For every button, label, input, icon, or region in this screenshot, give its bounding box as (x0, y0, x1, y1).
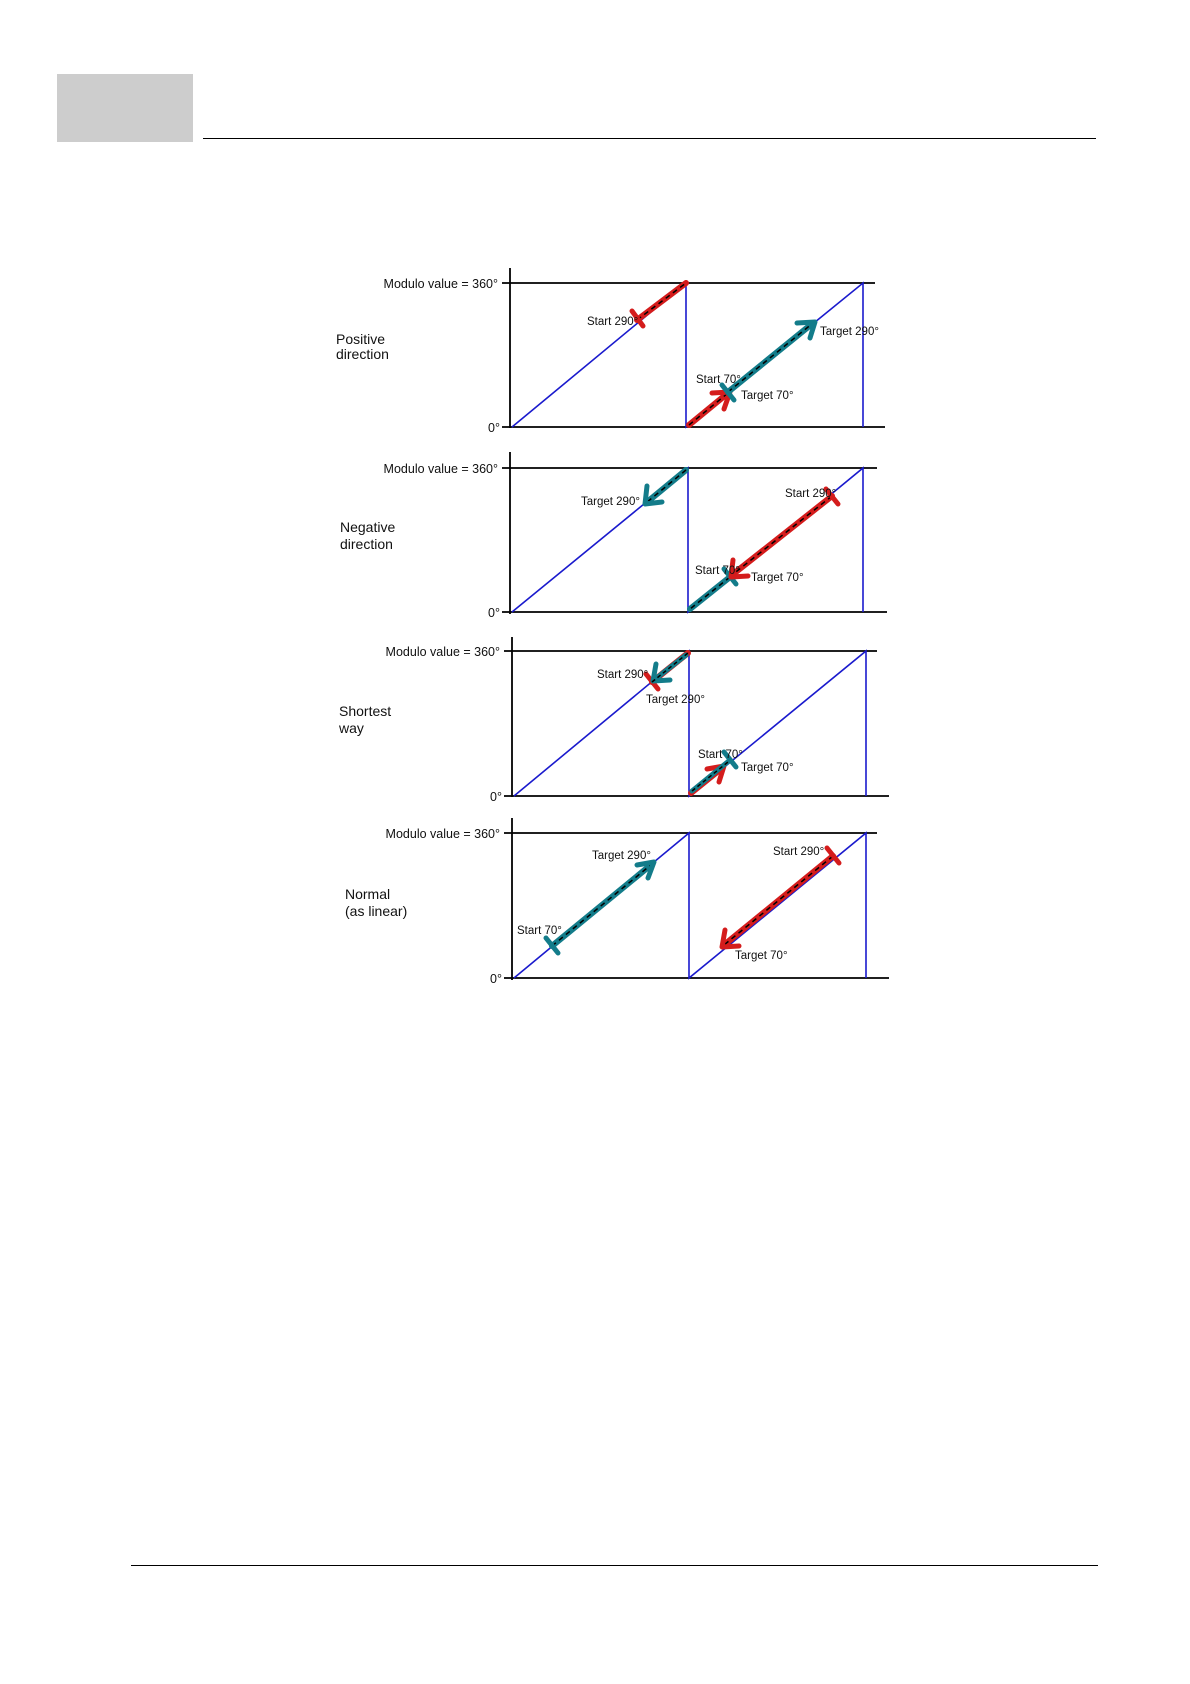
annotation-start-290: Start 290° (785, 488, 836, 500)
footer-rule (131, 1565, 1098, 1566)
annotation-target-290: Target 290° (581, 496, 640, 508)
annotation-start-70: Start 70° (695, 565, 740, 577)
section-label-line1: Normal (345, 886, 390, 902)
move-negative-red-start-tick (823, 486, 841, 507)
annotation-start-70: Start 70° (698, 749, 743, 761)
panel-normal: Modulo value = 360° 0° Normal (as linear… (345, 818, 889, 986)
annotation-target-70: Target 70° (741, 762, 794, 774)
modulo-value-label: Modulo value = 360° (386, 827, 500, 841)
annotation-target-70: Target 70° (741, 390, 794, 402)
section-label-line1: Shortest (339, 703, 391, 719)
move-normal-teal-core (551, 863, 653, 947)
annotation-start-70: Start 70° (517, 925, 562, 937)
move-negative-teal-segment-2 (643, 467, 689, 506)
section-label-line1: Negative (340, 519, 395, 535)
panel-negative: Modulo value = 360° 0° Negative directio… (340, 452, 887, 620)
move-normal-red-start-tick (824, 845, 842, 866)
zero-degree-label: 0° (490, 972, 502, 986)
section-label-line2: direction (340, 536, 393, 552)
modulo-value-label: Modulo value = 360° (384, 277, 498, 291)
modulo-value-label: Modulo value = 360° (384, 462, 498, 476)
move-negative-teal-segment-1 (687, 574, 733, 612)
sawtooth-profile (511, 466, 864, 614)
move-negative-teal-arrowhead (642, 483, 665, 507)
annotation-start-290: Start 290° (773, 846, 824, 858)
annotation-start-290: Start 290° (597, 669, 648, 681)
annotation-start-290: Start 290° (587, 316, 638, 328)
annotation-target-70: Target 70° (751, 572, 804, 584)
zero-degree-label: 0° (488, 421, 500, 435)
section-label-line2: direction (336, 346, 389, 362)
sawtooth-profile (513, 649, 867, 798)
move-negative-red-arrowhead (728, 557, 751, 580)
zero-degree-label: 0° (490, 790, 502, 804)
move-normal-red-core (723, 855, 834, 946)
move-positive-teal-start-tick (719, 382, 737, 403)
move-normal-teal-start-tick (543, 935, 561, 956)
move-shortest-core-lower (691, 761, 729, 792)
section-label-line2: way (338, 720, 364, 736)
move-positive-start-tick (629, 308, 646, 329)
move-negative-red-core (731, 495, 833, 576)
move-shortest-core-upper (651, 652, 689, 683)
panel-shortest: Modulo value = 360° 0° Shortest way Star… (338, 637, 889, 804)
zero-degree-label: 0° (488, 606, 500, 620)
panel-positive: Modulo value = 360° 0° Positive directio… (336, 268, 885, 435)
move-positive-teal-arrowhead (794, 319, 818, 341)
modulo-value-label: Modulo value = 360° (386, 645, 500, 659)
annotation-target-70: Target 70° (735, 950, 788, 962)
sawtooth-profile (511, 281, 864, 429)
section-label-line2: (as linear) (345, 903, 407, 919)
header-gray-box (57, 74, 193, 142)
annotation-target-290: Target 290° (820, 326, 879, 338)
move-positive-teal-core (727, 322, 814, 393)
annotation-target-290: Target 290° (592, 850, 651, 862)
move-positive-segment-2 (686, 390, 731, 428)
move-positive-segment-1-core (636, 282, 687, 321)
annotation-target-290: Target 290° (646, 694, 705, 706)
section-label-line1: Positive (336, 331, 385, 347)
move-normal-teal-arrowhead (634, 859, 657, 881)
header-rule (203, 138, 1096, 139)
move-normal-red-arrowhead (719, 927, 742, 950)
annotation-start-70: Start 70° (696, 374, 741, 386)
move-shortest-teal-start-tick (721, 749, 739, 770)
